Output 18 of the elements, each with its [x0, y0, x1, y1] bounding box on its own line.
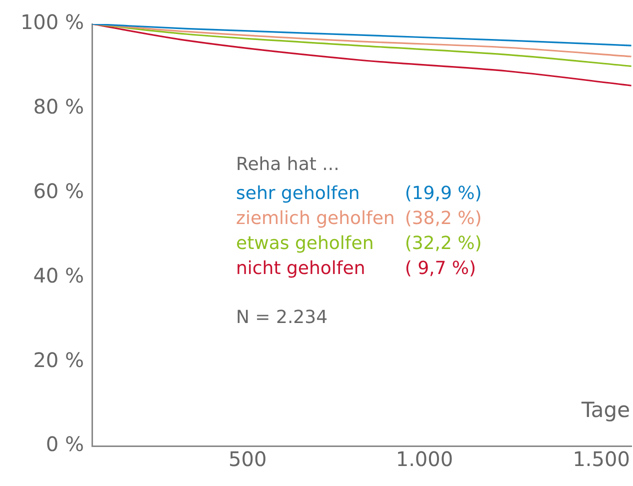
annotation: N = 2.234	[236, 306, 329, 330]
x-tick-label: 1.000	[396, 447, 454, 472]
legend-title: Reha hat ...	[236, 153, 340, 177]
y-tick-label: 0 %	[46, 432, 84, 456]
text: ziemlich geholfen (38,2 %)	[236, 207, 482, 231]
line-series	[92, 24, 632, 86]
y-tick-label: 80 %	[33, 94, 84, 119]
y-tick-label: 100 %	[20, 10, 84, 34]
y-tick-label: 60 %	[33, 179, 84, 204]
x-tick-label: 1.500	[572, 447, 630, 472]
text: sehr geholfen (19,9 %)	[236, 183, 482, 204]
y-tick-label: 40 %	[33, 263, 84, 288]
x-axis-title: Tage	[582, 398, 630, 422]
y-tick-label: 20 %	[33, 348, 84, 372]
x-tick-label: 500	[228, 447, 267, 472]
line-series	[92, 24, 632, 46]
text: nicht geholfen ( 9,7 %)	[236, 258, 476, 279]
text: etwas geholfen (32,2 %)	[236, 233, 482, 254]
